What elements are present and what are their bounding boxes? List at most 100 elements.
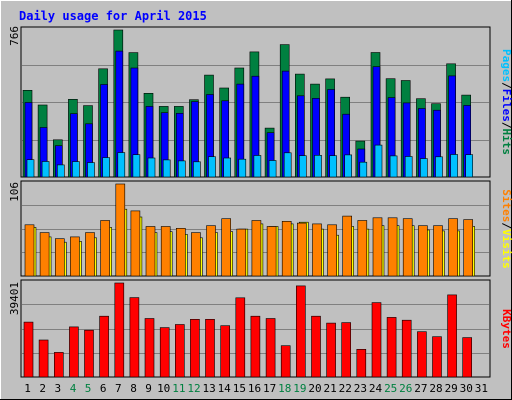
svg-text:Sites/Visits: Sites/Visits bbox=[500, 189, 512, 269]
visits-bar-sites-day-15 bbox=[236, 228, 247, 277]
kbytes-ymax-label: 39401 bbox=[8, 282, 21, 315]
kbytes-bar-kbytes-day-22 bbox=[341, 322, 352, 378]
kbytes-bar-kbytes-day-9 bbox=[144, 318, 155, 378]
visits-bar-sites-day-9 bbox=[145, 226, 156, 277]
hits-bar-pages-day-30 bbox=[465, 154, 474, 178]
hits-bars bbox=[22, 29, 474, 178]
x-tick-label-day-3: 3 bbox=[54, 382, 61, 395]
hits-bar-pages-day-3 bbox=[56, 164, 65, 178]
visits-bar-sites-day-23 bbox=[357, 220, 368, 277]
kbytes-panel: 39401 bbox=[8, 279, 491, 378]
x-tick-label-day-16: 16 bbox=[248, 382, 261, 395]
kbytes-bars bbox=[23, 282, 473, 378]
x-tick-label-day-26: 26 bbox=[399, 382, 412, 395]
x-tick-label-day-7: 7 bbox=[115, 382, 122, 395]
hits-bar-pages-day-21 bbox=[329, 155, 337, 178]
kbytes-bar-kbytes-day-29 bbox=[447, 294, 457, 378]
x-tick-label-day-14: 14 bbox=[218, 382, 232, 395]
x-axis-day-labels: 1 2 3 4 5 6 7 8 9 10 11 12 13 14 15 16 17 18 19 20 21 22 23 24 2… bbox=[24, 382, 488, 395]
legend-text-separator: / bbox=[500, 82, 512, 89]
visits-panel: 106 bbox=[8, 180, 491, 277]
hits-bar-pages-day-12 bbox=[193, 161, 201, 178]
x-tick-label-day-23: 23 bbox=[354, 382, 367, 395]
kbytes-bar-kbytes-day-17 bbox=[265, 318, 276, 378]
x-tick-label-day-31: 31 bbox=[475, 382, 488, 395]
x-tick-label-day-20: 20 bbox=[308, 382, 321, 395]
hits-bar-pages-day-10 bbox=[162, 159, 171, 178]
visits-bar-sites-day-25 bbox=[387, 217, 398, 277]
hits-bar-pages-day-18 bbox=[283, 152, 292, 178]
visits-bar-sites-day-12 bbox=[191, 232, 201, 277]
legend-text-hits: Hits bbox=[500, 129, 512, 156]
hits-bar-pages-day-6 bbox=[102, 157, 110, 178]
x-tick-label-day-13: 13 bbox=[202, 382, 215, 395]
visits-bar-sites-day-1 bbox=[24, 224, 35, 277]
hits-bar-pages-day-8 bbox=[132, 154, 141, 178]
hits-bar-pages-day-4 bbox=[72, 161, 80, 178]
kbytes-bar-kbytes-day-15 bbox=[235, 297, 246, 378]
legend-text-sites: Sites bbox=[500, 189, 512, 222]
kbytes-bar-kbytes-day-21 bbox=[326, 322, 336, 378]
x-tick-label-day-1: 1 bbox=[24, 382, 31, 395]
chart-title: Daily usage for April 2015 bbox=[19, 9, 207, 23]
hits-bar-pages-day-20 bbox=[314, 155, 322, 178]
x-tick-label-day-11: 11 bbox=[172, 382, 185, 395]
svg-text:Pages/Files/Hits: Pages/Files/Hits bbox=[500, 49, 512, 155]
kbytes-bar-kbytes-day-7 bbox=[114, 282, 125, 378]
kbytes-bar-kbytes-day-13 bbox=[205, 318, 215, 378]
visits-bar-sites-day-10 bbox=[160, 226, 171, 277]
legend-middle: Sites/Visits bbox=[500, 189, 512, 269]
hits-bar-pages-day-24 bbox=[374, 144, 383, 178]
x-tick-label-day-17: 17 bbox=[263, 382, 276, 395]
kbytes-bar-kbytes-day-11 bbox=[175, 324, 185, 378]
x-tick-label-day-27: 27 bbox=[414, 382, 427, 395]
hits-bar-pages-day-9 bbox=[147, 157, 156, 178]
kbytes-bar-kbytes-day-14 bbox=[220, 325, 230, 378]
kbytes-bar-kbytes-day-1 bbox=[23, 321, 34, 378]
legend-text-files: Files bbox=[500, 89, 512, 122]
hits-bar-pages-day-1 bbox=[26, 159, 35, 178]
visits-bar-sites-day-2 bbox=[39, 232, 50, 277]
x-tick-label-day-4: 4 bbox=[70, 382, 77, 395]
hits-bar-pages-day-25 bbox=[389, 155, 398, 178]
kbytes-bar-kbytes-day-3 bbox=[53, 352, 64, 378]
hits-bar-pages-day-22 bbox=[344, 154, 353, 178]
visits-bar-sites-day-26 bbox=[402, 218, 413, 277]
hits-bar-pages-day-16 bbox=[253, 155, 262, 178]
x-tick-label-day-22: 22 bbox=[339, 382, 352, 395]
hits-bar-pages-day-14 bbox=[223, 157, 231, 178]
x-tick-label-day-28: 28 bbox=[429, 382, 442, 395]
kbytes-bar-kbytes-day-30 bbox=[462, 337, 473, 378]
x-tick-label-day-29: 29 bbox=[445, 382, 458, 395]
visits-bar-sites-day-22 bbox=[342, 215, 353, 277]
x-tick-label-day-21: 21 bbox=[323, 382, 336, 395]
kbytes-bar-kbytes-day-24 bbox=[371, 302, 382, 378]
hits-bar-pages-day-7 bbox=[117, 152, 126, 178]
kbytes-bar-kbytes-day-25 bbox=[386, 317, 397, 378]
legend-bottom: KBytes bbox=[500, 309, 512, 349]
visits-bar-sites-day-5 bbox=[85, 232, 95, 277]
x-tick-label-day-5: 5 bbox=[85, 382, 92, 395]
hits-panel: 766 bbox=[8, 26, 491, 178]
kbytes-bar-kbytes-day-8 bbox=[129, 297, 140, 378]
kbytes-bar-kbytes-day-26 bbox=[401, 319, 412, 378]
kbytes-bar-kbytes-day-5 bbox=[84, 329, 94, 378]
hits-bar-pages-day-13 bbox=[208, 156, 216, 178]
x-tick-label-day-25: 25 bbox=[384, 382, 397, 395]
kbytes-bar-kbytes-day-6 bbox=[99, 315, 109, 378]
svg-text:KBytes: KBytes bbox=[500, 309, 512, 349]
x-tick-label-day-24: 24 bbox=[369, 382, 383, 395]
hits-bar-pages-day-28 bbox=[435, 156, 443, 178]
hits-bar-pages-day-29 bbox=[450, 154, 458, 178]
visits-bar-sites-day-6 bbox=[100, 220, 110, 277]
kbytes-bar-kbytes-day-20 bbox=[311, 315, 321, 378]
legend-text-separator: / bbox=[500, 222, 512, 229]
visits-bar-sites-day-18 bbox=[281, 221, 292, 277]
kbytes-bar-kbytes-day-12 bbox=[190, 318, 200, 378]
visits-bar-sites-day-11 bbox=[176, 228, 186, 277]
visits-bar-sites-day-14 bbox=[221, 218, 231, 277]
visits-bar-sites-day-28 bbox=[433, 225, 443, 277]
hits-bar-pages-day-5 bbox=[87, 162, 95, 178]
kbytes-bar-kbytes-day-19 bbox=[295, 285, 306, 378]
